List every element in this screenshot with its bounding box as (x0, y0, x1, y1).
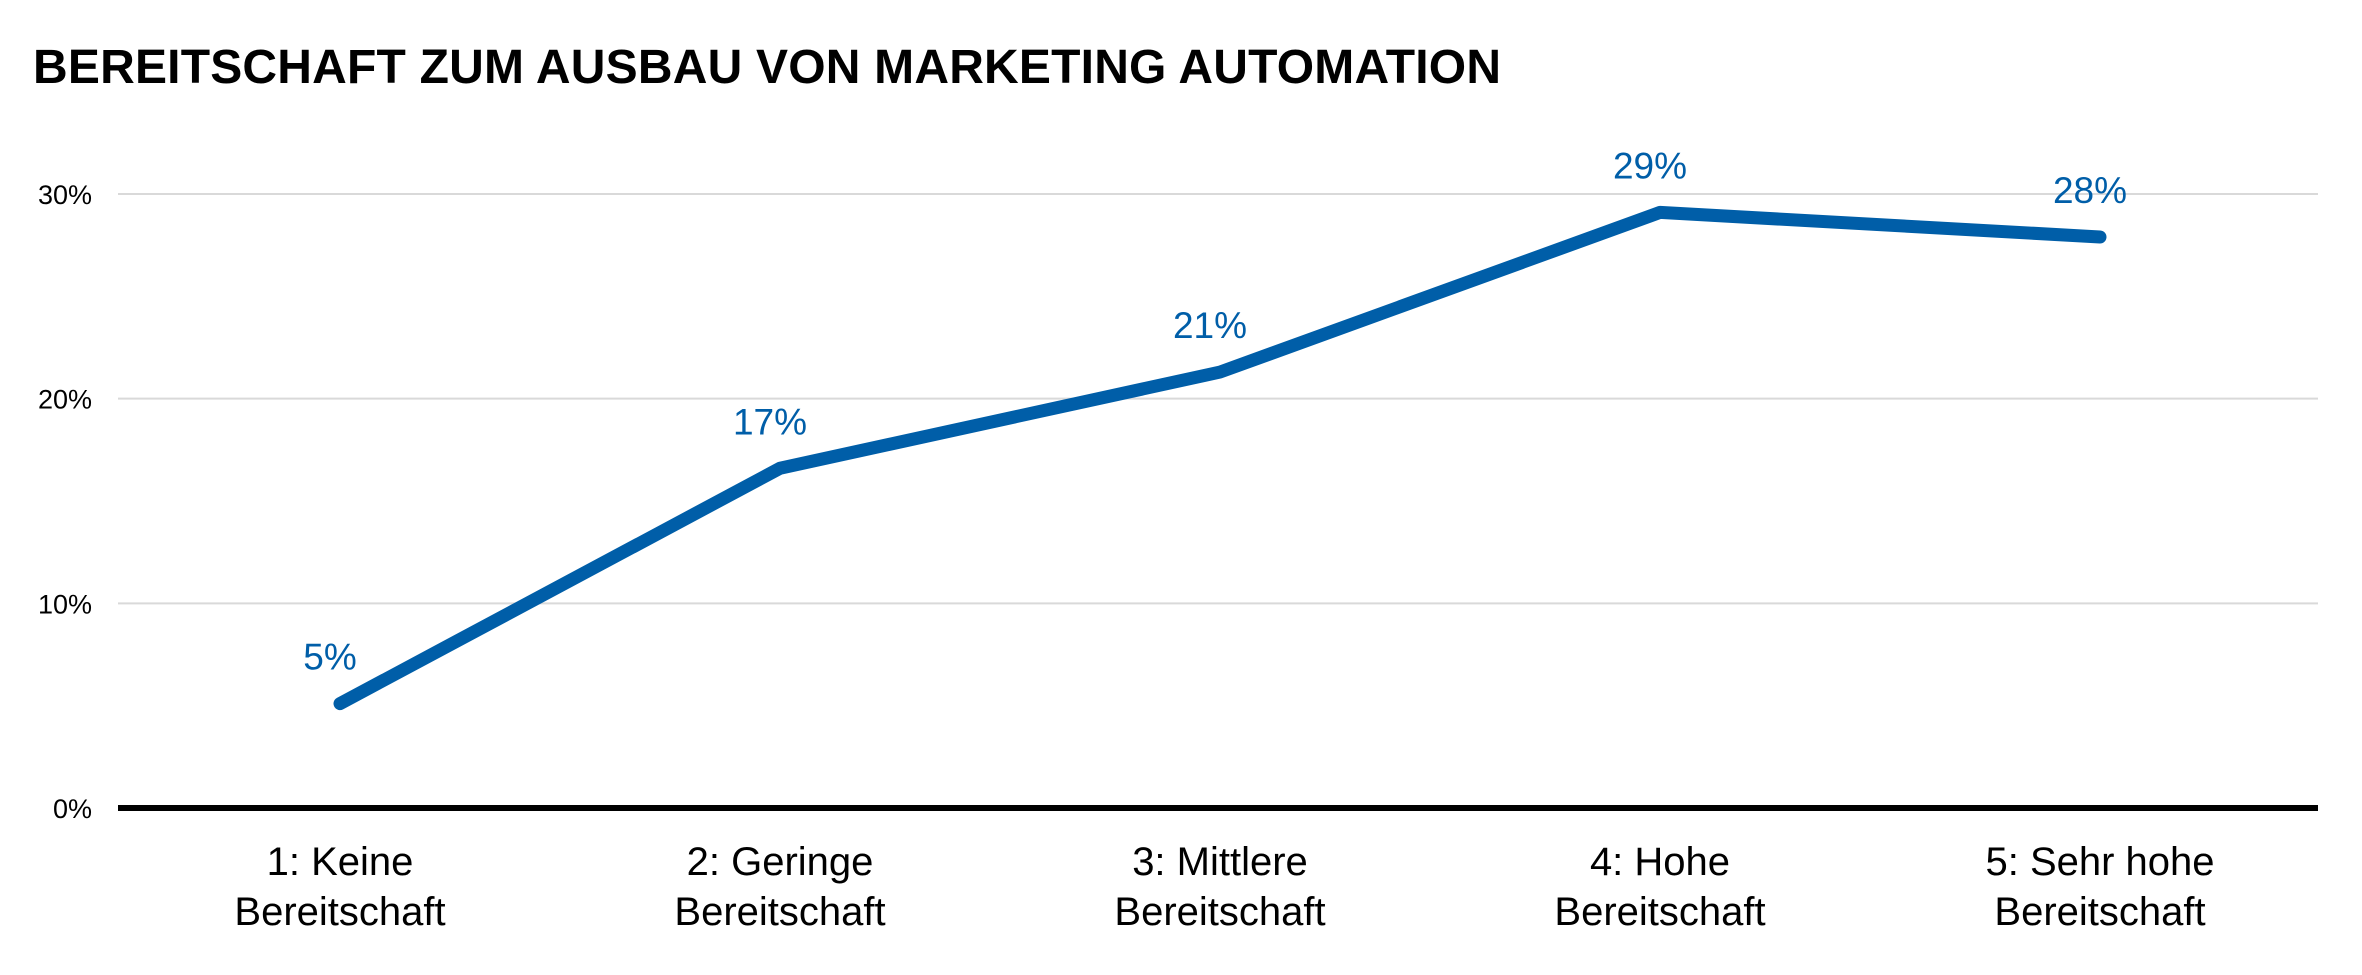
data-label: 28% (2053, 170, 2127, 211)
data-label: 29% (1613, 145, 1687, 186)
y-tick-label: 0% (53, 794, 92, 824)
y-tick-label: 10% (38, 589, 92, 619)
series-line (333, 205, 2107, 711)
y-tick-label: 20% (38, 385, 92, 415)
data-label: 21% (1173, 305, 1247, 346)
x-tick-label: 2: Geringe Bereitschaft (674, 840, 885, 934)
x-tick-label: 3: Mittlere Bereitschaft (1114, 840, 1325, 934)
x-tick-label: 1: Keine Bereitschaft (234, 840, 445, 934)
x-tick-label: 5: Sehr hohe Bereitschaft (1985, 840, 2214, 934)
data-label: 17% (733, 401, 807, 442)
data-label: 5% (303, 637, 356, 678)
y-tick-label: 30% (38, 180, 92, 210)
x-tick-label: 4: Hohe Bereitschaft (1554, 840, 1765, 934)
chart-title: BEREITSCHAFT ZUM AUSBAU VON MARKETING AU… (33, 41, 1502, 94)
